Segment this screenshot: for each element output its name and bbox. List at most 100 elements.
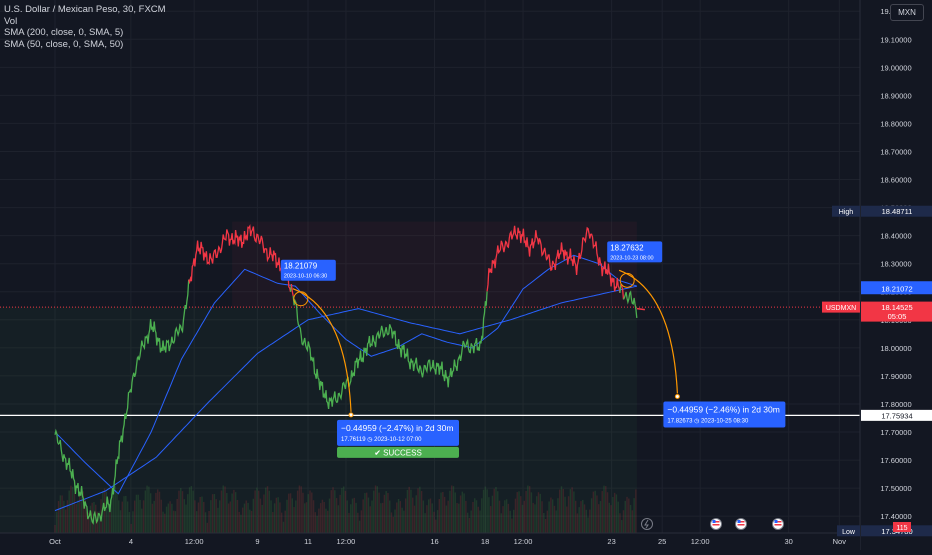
price-tick-label: 18.30000 [880, 260, 911, 269]
time-tick-label: 25 [658, 537, 666, 546]
volume-bar [461, 491, 464, 533]
volume-bar [112, 487, 115, 533]
volume-bar [451, 485, 453, 533]
event-markers[interactable]: 115 [641, 518, 912, 533]
time-tick-label: Nov [833, 537, 847, 546]
volume-bar [364, 493, 366, 533]
time-tick-label: 12:00 [185, 537, 204, 546]
volume-bar [272, 512, 274, 533]
time-tick-label: 12:00 [337, 537, 356, 546]
time-tick-label: 12:00 [514, 537, 533, 546]
volume-bar [353, 497, 355, 533]
volume-bar [420, 491, 423, 533]
time-axis-panel[interactable] [0, 533, 860, 550]
volume-bar [309, 490, 311, 533]
price-label-value: 18.14525 [881, 303, 912, 312]
volume-bar [431, 503, 433, 533]
volume-bar [144, 490, 147, 533]
volume-bar [316, 515, 318, 533]
volume-bar [380, 503, 382, 533]
price-label-value: 18.21072 [881, 285, 912, 294]
indicator-sma-50[interactable]: SMA (50, close, 0, SMA, 50) [4, 38, 124, 50]
flag-stripe [712, 521, 720, 523]
volume-bar [238, 511, 240, 533]
volume-bar [192, 490, 194, 533]
volume-bar [559, 489, 561, 533]
volume-bar [389, 500, 391, 533]
volume-bar [378, 492, 380, 533]
projection-end-info: 17.76119 ◷ 2023-10-12 07:00 [341, 437, 422, 443]
price-label-value: 18.48711 [882, 207, 913, 216]
price-tick-label: 17.40000 [880, 512, 911, 521]
volume-bar [633, 498, 635, 533]
last-price-tick [636, 307, 645, 311]
volume-bar [118, 500, 120, 533]
price-label-box [861, 283, 932, 295]
grid-lines [0, 0, 860, 533]
volume-bar [466, 512, 469, 533]
projection-drawings[interactable]: 18.21079 2023-10-10 06:30 −0.44959 (−2.47%… [280, 241, 786, 458]
volume-bar [589, 509, 591, 533]
volume-bar [571, 487, 573, 533]
price-label-tag-box [822, 301, 860, 313]
projection-start-price: 18.21079 [284, 262, 318, 271]
volume-bar [219, 500, 221, 533]
volume-bar [521, 504, 524, 533]
volume-bar [491, 495, 494, 533]
flag-stripe [737, 521, 745, 523]
volume-bar [482, 489, 485, 533]
volume-bar [615, 494, 618, 533]
flag-canton [737, 520, 741, 523]
volume-bar [470, 510, 472, 533]
price-line-segment [619, 284, 622, 293]
volume-bar [199, 496, 201, 533]
volume-bar [231, 493, 233, 533]
volume-bar [555, 510, 557, 533]
volume-bar [617, 501, 619, 533]
volume-bar [148, 486, 150, 533]
volume-bar [585, 509, 587, 533]
volume-bar [234, 492, 237, 533]
volume-bar [323, 501, 325, 533]
price-axis-panel[interactable] [860, 0, 932, 550]
volume-bar [417, 488, 419, 533]
volume-bar [66, 500, 69, 533]
volume-bar [374, 485, 377, 533]
volume-bars [54, 485, 637, 533]
volume-bar [582, 499, 584, 533]
price-label-tag-box [837, 525, 860, 537]
volume-bar [296, 490, 299, 533]
volume-bar [608, 502, 611, 533]
symbol-title[interactable]: U.S. Dollar / Mexican Peso, 30, FXCM [4, 4, 166, 15]
volume-bar [54, 525, 56, 533]
volume-bar [511, 518, 513, 533]
projection-end-box [663, 401, 786, 428]
price-tick-label: 17.90000 [880, 372, 911, 381]
volume-bar [318, 508, 320, 533]
volume-bar [59, 495, 62, 533]
volume-bar [190, 485, 193, 533]
volume-bar [497, 491, 499, 533]
volume-bar [624, 500, 626, 533]
volume-bar [188, 487, 191, 533]
volume-bar [622, 510, 625, 533]
indicator-sma-200[interactable]: SMA (200, close, 0, SMA, 5) [4, 27, 124, 38]
volume-bar [408, 486, 410, 533]
volume-bar [314, 512, 317, 533]
currency-button[interactable]: MXN [890, 4, 924, 21]
volume-bar [252, 498, 255, 533]
volume-bar [327, 510, 329, 533]
volume-bar [479, 510, 481, 533]
volume-bar [484, 486, 487, 533]
volume-bar [468, 517, 471, 533]
projection-end-info: 17.82673 ◷ 2023-10-25 08:30 [667, 418, 749, 424]
volume-bar [381, 502, 384, 533]
indicator-vol[interactable]: Vol [4, 15, 18, 27]
volume-bar [518, 491, 520, 533]
volume-bar [256, 487, 258, 533]
volume-bar [229, 501, 232, 533]
volume-bar [180, 487, 182, 533]
volume-bar [635, 489, 637, 533]
